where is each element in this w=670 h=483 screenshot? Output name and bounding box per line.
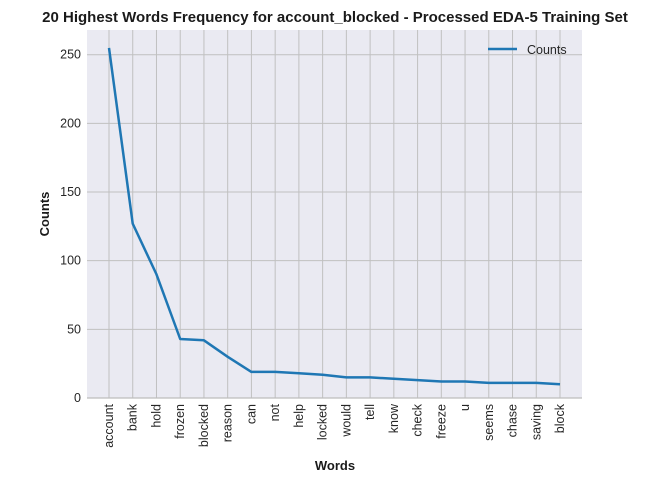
y-tick-label: 150 — [60, 185, 81, 199]
x-tick-label: reason — [221, 404, 235, 442]
x-tick-label: locked — [316, 404, 330, 440]
y-tick-label: 250 — [60, 48, 81, 62]
y-axis-ticks: 0 50 100 150 200 250 — [60, 48, 81, 405]
plot-area — [87, 30, 582, 398]
x-tick-label: hold — [149, 404, 163, 428]
x-tick-label: know — [387, 403, 401, 433]
x-tick-label: would — [339, 404, 353, 438]
x-tick-label: check — [411, 403, 425, 436]
x-tick-label: blocked — [197, 404, 211, 447]
legend-label-counts: Counts — [527, 43, 567, 57]
x-tick-label: not — [268, 403, 282, 421]
y-tick-label: 0 — [74, 391, 81, 405]
x-axis-label: Words — [315, 458, 355, 473]
y-tick-label: 200 — [60, 116, 81, 130]
x-tick-label: help — [292, 404, 306, 428]
series-line-counts — [107, 47, 561, 386]
grid — [87, 30, 582, 399]
x-tick-label: u — [458, 404, 472, 411]
y-tick-label: 100 — [60, 254, 81, 268]
legend: Counts — [488, 43, 567, 57]
x-tick-label: seems — [482, 404, 496, 441]
chart-title: 20 Highest Words Frequency for account_b… — [42, 9, 628, 26]
y-axis-label: Counts — [37, 192, 52, 237]
x-tick-label: frozen — [173, 404, 187, 439]
x-tick-label: freeze — [434, 404, 448, 439]
x-tick-label: saving — [529, 404, 543, 440]
y-tick-label: 50 — [67, 322, 81, 336]
x-axis-ticks: account bank hold frozen blocked reason can not… — [102, 403, 567, 448]
x-tick-label: account — [102, 403, 116, 447]
x-tick-label: chase — [506, 404, 520, 437]
x-tick-label: can — [244, 404, 258, 424]
x-tick-label: bank — [126, 403, 140, 431]
x-tick-label: tell — [363, 404, 377, 420]
x-tick-label: block — [553, 403, 567, 433]
